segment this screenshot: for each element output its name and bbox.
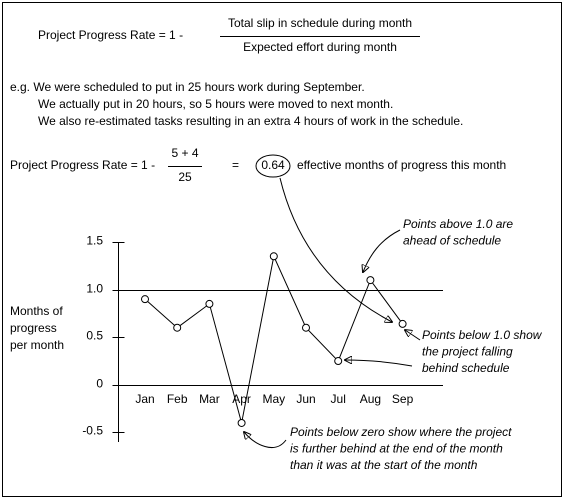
result-text: effective months of progress this month [297,158,506,172]
example-line: We also re-estimated tasks resulting in … [38,114,463,128]
equals: = [232,158,239,172]
y-axis-label: Months of [10,304,63,318]
y-tick-label: -0.5 [82,424,103,438]
annotation: Points below 1.0 show [422,328,543,342]
point [237,418,246,427]
arrow [345,360,413,367]
example-lhs: Project Progress Rate = 1 - [10,158,155,172]
x-tick-label: Feb [167,392,188,406]
point [173,323,182,332]
annotation: Points below zero show where the project [290,425,512,439]
y-axis-label: per month [10,338,64,352]
y-tick-label: 0 [96,377,103,391]
annotation: behind schedule [422,361,510,375]
arrow [279,177,392,322]
example-numerator: 5 + 4 [171,146,198,160]
point [141,295,149,304]
x-tick-label: Jun [296,392,315,406]
example-line: e.g. We were scheduled to put in 25 hour… [10,80,365,94]
x-tick-label: Apr [232,392,251,406]
example-line: We actually put in 20 hours, so 5 hours … [38,97,393,111]
y-tick-label: 0.5 [86,329,103,343]
point [205,299,214,308]
y-axis-label: progress [10,321,57,335]
example-result: 0.64 [261,158,285,172]
annotation: ahead of schedule [403,234,501,248]
x-tick-label: Aug [360,392,381,406]
y-tick-label: 1.5 [86,234,103,248]
y-tick-label: 1.0 [86,282,103,296]
formula-lhs: Project Progress Rate = 1 - [38,28,183,42]
result-circle [255,154,291,178]
formula-denominator: Expected effort during month [243,40,397,54]
arrow [405,330,421,341]
arrow [363,229,401,272]
x-tick-label: Jul [331,392,346,406]
x-tick-label: Mar [199,392,220,406]
x-tick-label: May [262,392,285,406]
point [334,357,343,366]
x-tick-label: Jan [135,392,154,406]
point [366,276,375,285]
point [302,323,310,332]
annotation: Points above 1.0 are [403,217,513,231]
formula-numerator: Total slip in schedule during month [228,16,412,30]
annotation: than it was at the start of the month [290,458,478,472]
point [269,252,278,261]
annotation: is further behind at the end of the mont… [290,442,503,456]
x-tick-label: Sep [392,392,414,406]
annotation: the project falling [422,345,513,359]
point [398,319,407,328]
example-denominator: 25 [178,170,192,184]
arrow [244,432,287,448]
